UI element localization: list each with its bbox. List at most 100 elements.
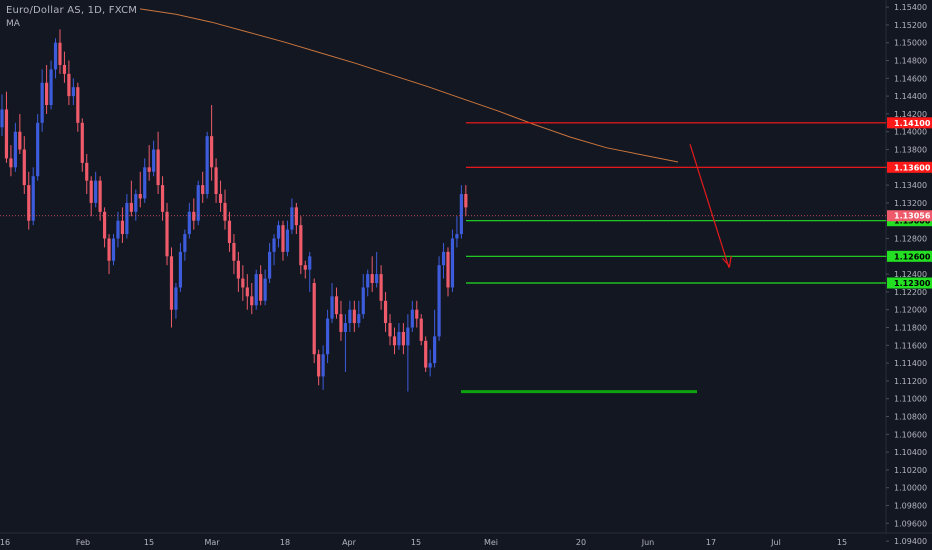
candle-body (308, 256, 312, 270)
candle-body (40, 82, 44, 123)
y-tick-label: 1.15000 (894, 39, 927, 48)
price-tags: 1.141001.136001.130001.126001.123001.130… (887, 117, 932, 289)
candle-body (85, 162, 89, 181)
candle-body (120, 220, 125, 235)
candle (183, 229, 187, 261)
x-tick-label: 18 (280, 538, 290, 547)
resistance-tag (887, 161, 932, 173)
candle-body (290, 207, 294, 230)
candle-body (352, 309, 356, 324)
candle (129, 180, 133, 217)
candle (27, 171, 31, 230)
candle (174, 283, 178, 319)
symbol-title[interactable]: Euro/Dollar AS, 1D, FXCM (6, 5, 138, 16)
candle-body (210, 136, 214, 168)
candle (428, 349, 432, 377)
candle (348, 300, 352, 332)
candle (241, 265, 245, 301)
x-tick-label: 20 (576, 538, 586, 547)
candle (433, 309, 437, 368)
arrow-shaft[interactable] (689, 143, 730, 269)
candle (85, 153, 89, 195)
y-tick-label: 1.10800 (894, 413, 927, 422)
candle-body (187, 211, 191, 235)
candle (410, 300, 414, 332)
candle (102, 207, 107, 248)
candle (437, 256, 441, 341)
candle-body (441, 251, 446, 266)
candle-body (464, 194, 468, 208)
candle-body (134, 194, 138, 212)
y-tick-label: 1.11000 (894, 395, 927, 404)
y-tick-label: 1.11400 (894, 359, 927, 368)
candle (58, 29, 62, 74)
candle-body (419, 318, 423, 341)
candle-body (62, 64, 67, 74)
candle-body (401, 331, 405, 346)
candle (89, 176, 93, 217)
time-axis[interactable]: 16 Feb 15 Mar 18 Apr 15 Mei 20 Jun 17 Jul 15 (0, 538, 847, 547)
candle (36, 113, 40, 181)
support-tag-label: 1.12300 (894, 279, 931, 288)
candle (285, 220, 290, 257)
y-tick-label: 1.14000 (894, 128, 927, 137)
candle-body (45, 82, 49, 106)
candle (325, 309, 330, 364)
candle (401, 323, 405, 355)
candle-body (450, 238, 455, 288)
candle-body (375, 274, 379, 284)
price-axis[interactable]: 1.15400 1.15200 1.15000 1.14800 1.14600 1.144… (886, 3, 927, 546)
candle (49, 60, 53, 110)
candle (214, 158, 218, 203)
candle (464, 185, 468, 217)
y-tick-label: 1.11800 (894, 324, 927, 333)
candle-body (169, 256, 174, 310)
candle (334, 287, 339, 319)
y-tick-label: 1.12800 (894, 235, 927, 244)
candle (379, 265, 383, 310)
candle-body (254, 274, 258, 306)
candle-body (18, 131, 22, 150)
candle (192, 198, 196, 230)
x-tick-label: 17 (706, 538, 716, 547)
y-tick-label: 1.14200 (894, 110, 927, 119)
support-tag (887, 250, 932, 262)
candle (388, 314, 392, 346)
x-tick-label: Mei (484, 538, 498, 547)
candle (31, 167, 35, 226)
candle-body (357, 314, 361, 324)
y-tick-label: 1.14600 (894, 74, 927, 83)
support-tag (887, 277, 932, 289)
current-price-tag-label: 1.13056 (894, 212, 931, 221)
y-tick-label: 1.13800 (894, 146, 927, 155)
candle-body (397, 331, 401, 346)
candle (165, 202, 169, 266)
candle (290, 198, 294, 235)
y-tick-label: 1.11600 (894, 341, 927, 350)
candle (4, 91, 9, 163)
candle-body (446, 251, 450, 288)
horizontal-levels[interactable] (0, 122, 886, 394)
y-tick-label: 1.14400 (894, 92, 927, 101)
y-tick-label: 1.12400 (894, 270, 927, 279)
candle-body (392, 336, 397, 346)
candle (156, 131, 160, 195)
x-tick-label: Mar (204, 538, 220, 547)
candle-body (406, 327, 410, 346)
support-tag-label: 1.12600 (894, 252, 931, 261)
candle-body (366, 274, 370, 288)
candle (263, 269, 267, 306)
y-tick-label: 1.12200 (894, 288, 927, 297)
candle-body (116, 220, 120, 239)
indicator-label[interactable]: MA (6, 19, 20, 29)
candle-body (236, 260, 240, 279)
candle-body (125, 202, 129, 235)
candle (299, 216, 303, 275)
x-tick-label: 16 (0, 538, 10, 547)
y-tick-label: 1.12000 (894, 306, 927, 315)
candle (232, 234, 236, 275)
projection-arrow[interactable] (689, 143, 732, 269)
candle (361, 274, 365, 319)
